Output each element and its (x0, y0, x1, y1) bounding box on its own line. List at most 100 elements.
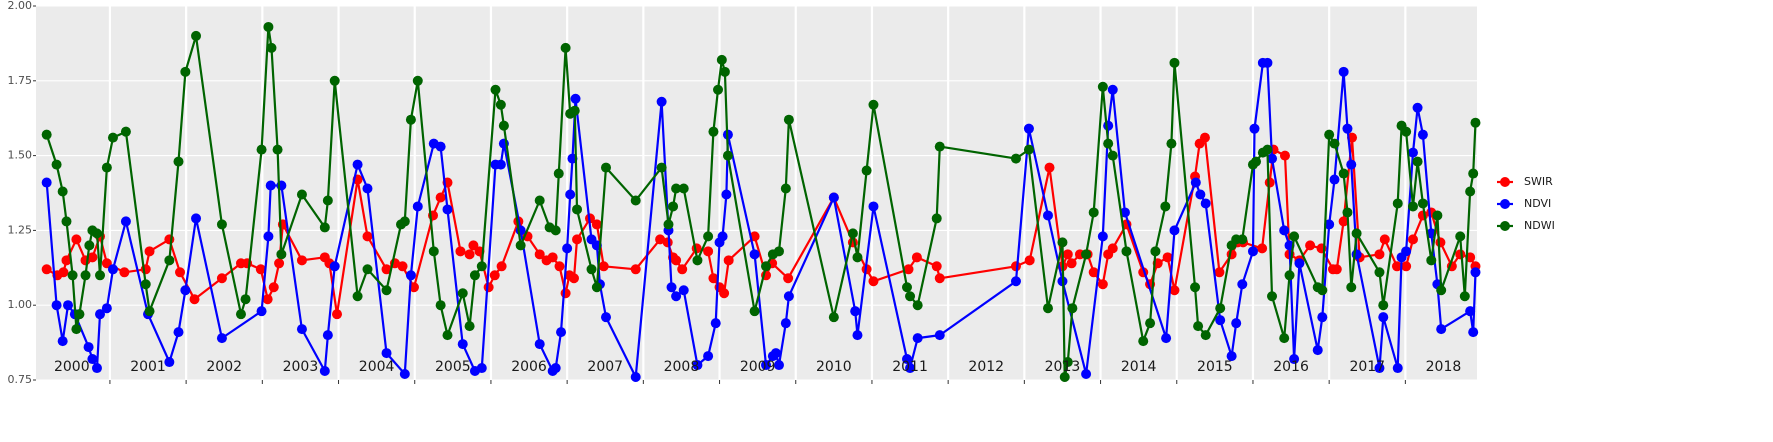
data-point (1023, 144, 1034, 155)
y-tick-label: 1.25 (8, 223, 33, 236)
data-point (91, 228, 102, 239)
data-point (703, 246, 714, 257)
data-point (703, 231, 714, 242)
data-point (1097, 231, 1108, 242)
data-point (600, 162, 611, 173)
data-point (1150, 246, 1161, 257)
data-point (630, 195, 641, 206)
data-point (1023, 123, 1034, 134)
data-point (761, 360, 772, 371)
data-point (322, 195, 333, 206)
data-point (235, 309, 246, 320)
data-point (51, 300, 62, 311)
data-point (1107, 150, 1118, 161)
data-point (554, 261, 565, 272)
data-point (1107, 243, 1118, 254)
data-point (457, 288, 468, 299)
data-point (1342, 207, 1353, 218)
data-point (1338, 66, 1349, 77)
data-point (319, 222, 330, 233)
data-point (572, 204, 583, 215)
data-point (1338, 216, 1349, 227)
data-point (41, 177, 52, 188)
data-point (87, 252, 98, 263)
data-point (847, 228, 858, 239)
data-point (173, 327, 184, 338)
data-point (468, 240, 479, 251)
data-point (560, 42, 571, 53)
year-label: 2003 (283, 359, 319, 375)
data-point (912, 333, 923, 344)
data-point (912, 300, 923, 311)
data-point (352, 291, 363, 302)
data-point (180, 66, 191, 77)
data-point (1237, 279, 1248, 290)
data-point (850, 306, 861, 317)
year-label: 2004 (359, 359, 395, 375)
data-point (773, 360, 784, 371)
year-label: 2016 (1273, 359, 1309, 375)
data-point (1392, 363, 1403, 374)
data-point (678, 285, 689, 296)
data-point (1103, 120, 1114, 131)
data-point (61, 216, 72, 227)
data-point (911, 252, 922, 263)
data-point (666, 282, 677, 293)
data-point (770, 348, 781, 359)
data-point (1088, 207, 1099, 218)
data-point (435, 192, 446, 203)
data-point (216, 273, 227, 284)
data-point (1351, 228, 1362, 239)
data-point (1459, 291, 1470, 302)
data-point (828, 192, 839, 203)
data-point (240, 294, 251, 305)
data-point (1160, 201, 1171, 212)
year-label: 2012 (968, 359, 1004, 375)
data-point (1379, 234, 1390, 245)
data-point (1305, 240, 1316, 251)
y-tick-label: 2.00 (8, 0, 33, 12)
data-point (905, 363, 916, 374)
data-point (1279, 150, 1290, 161)
data-point (569, 105, 580, 116)
data-point (655, 234, 666, 245)
data-point (1251, 156, 1262, 167)
data-point (1107, 84, 1118, 95)
data-point (57, 186, 68, 197)
data-point (749, 306, 760, 317)
data-point (319, 366, 330, 377)
data-point (1057, 237, 1068, 248)
data-point (1062, 357, 1073, 368)
data-point (656, 162, 667, 173)
year-label: 2010 (816, 359, 852, 375)
data-point (1391, 261, 1402, 272)
data-point (67, 270, 78, 281)
data-point (272, 144, 283, 155)
data-point (144, 306, 155, 317)
data-point (1097, 279, 1108, 290)
data-point (783, 291, 794, 302)
data-point (120, 216, 131, 227)
data-point (1169, 225, 1180, 236)
data-point (412, 201, 423, 212)
data-point (455, 246, 466, 257)
data-point (534, 195, 545, 206)
data-point (931, 213, 942, 224)
data-point (668, 201, 679, 212)
data-point (489, 270, 500, 281)
data-point (723, 255, 734, 266)
data-point (1329, 138, 1340, 149)
data-point (1346, 282, 1357, 293)
data-point (1195, 189, 1206, 200)
data-point (322, 330, 333, 341)
data-point (1329, 174, 1340, 185)
data-point (71, 324, 82, 335)
data-point (41, 129, 52, 140)
data-point (1284, 270, 1295, 281)
data-point (80, 270, 91, 281)
data-point (412, 75, 423, 86)
data-point (572, 234, 583, 245)
data-point (1119, 207, 1130, 218)
